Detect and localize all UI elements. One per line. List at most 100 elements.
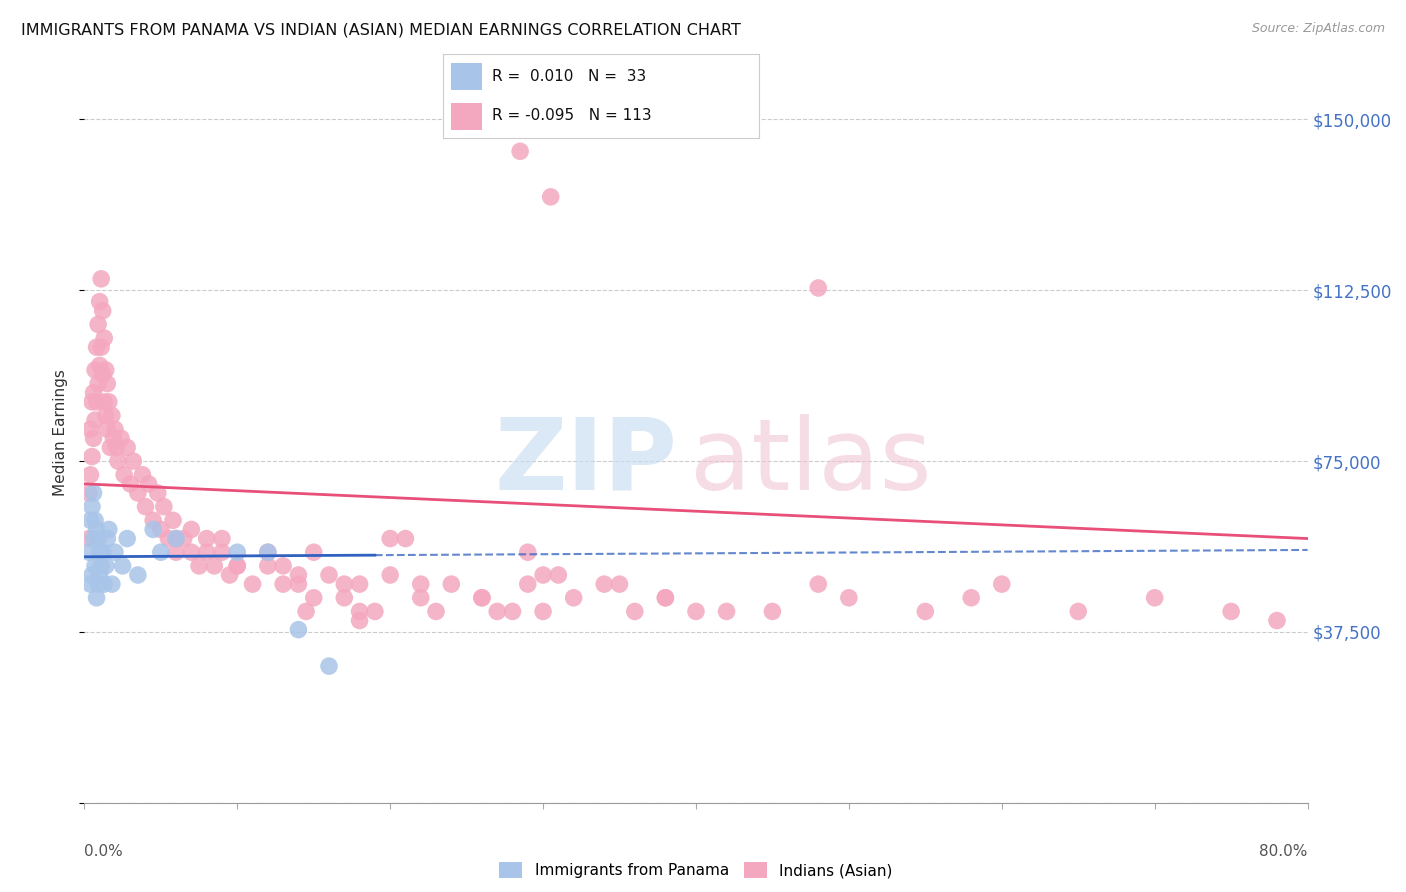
Point [79, 467, 101, 482]
Point [271, 577, 294, 591]
Point [149, 545, 172, 559]
Point [157, 532, 180, 546]
Point [226, 558, 249, 573]
Point [609, 577, 631, 591]
Point [138, 476, 160, 491]
Point [562, 591, 585, 605]
Point [349, 604, 371, 618]
Point [226, 558, 249, 573]
Point [226, 545, 249, 559]
Point [287, 568, 309, 582]
Point [180, 545, 202, 559]
Point [90, 272, 112, 286]
Point [716, 604, 738, 618]
Point [165, 545, 187, 559]
Point [93, 331, 115, 345]
Point [624, 604, 647, 618]
Point [440, 577, 463, 591]
Point [173, 532, 195, 546]
Point [380, 568, 402, 582]
Point [165, 532, 187, 546]
Point [127, 568, 149, 582]
Point [84, 413, 107, 427]
Point [1220, 604, 1243, 618]
Point [103, 431, 125, 445]
Point [807, 281, 830, 295]
Point [333, 591, 356, 605]
Point [409, 591, 432, 605]
Point [142, 513, 165, 527]
Point [84, 513, 107, 527]
Point [218, 568, 240, 582]
Point [807, 577, 830, 591]
Point [142, 523, 165, 537]
Point [89, 568, 111, 582]
Point [991, 577, 1014, 591]
Text: Source: ZipAtlas.com: Source: ZipAtlas.com [1251, 22, 1385, 36]
Point [302, 591, 325, 605]
Point [115, 532, 138, 546]
Point [409, 577, 432, 591]
Point [84, 363, 107, 377]
Text: 0.0%: 0.0% [84, 844, 124, 858]
Point [202, 558, 225, 573]
Point [94, 363, 117, 377]
Point [77, 532, 100, 546]
Point [349, 614, 371, 628]
Point [1265, 614, 1288, 628]
Point [593, 577, 616, 591]
Point [94, 558, 117, 573]
Point [471, 591, 494, 605]
Point [93, 577, 115, 591]
Point [80, 568, 103, 582]
Point [654, 591, 676, 605]
Point [302, 545, 325, 559]
Point [516, 577, 538, 591]
Point [271, 558, 294, 573]
Point [257, 558, 280, 573]
Point [295, 604, 318, 618]
Point [87, 532, 110, 546]
Point [394, 532, 416, 546]
Point [195, 545, 218, 559]
Point [318, 568, 340, 582]
Point [83, 486, 105, 500]
Point [111, 558, 134, 573]
Point [96, 532, 118, 546]
Point [471, 591, 494, 605]
Point [120, 476, 142, 491]
Point [122, 454, 145, 468]
Point [761, 604, 783, 618]
Point [531, 604, 554, 618]
Point [89, 359, 111, 373]
Point [83, 532, 105, 546]
Point [101, 409, 124, 423]
Point [86, 340, 108, 354]
Point [211, 532, 233, 546]
Point [914, 604, 936, 618]
Point [83, 385, 105, 400]
Point [97, 523, 120, 537]
Point [98, 441, 121, 455]
Point [84, 558, 107, 573]
Text: ZIP: ZIP [495, 414, 678, 511]
Point [87, 376, 110, 391]
Point [349, 577, 371, 591]
Point [131, 467, 153, 482]
Point [110, 431, 132, 445]
Point [654, 591, 676, 605]
Point [90, 340, 112, 354]
Point [89, 294, 111, 309]
Point [547, 568, 569, 582]
Point [531, 568, 554, 582]
Point [104, 422, 127, 436]
Point [153, 500, 176, 514]
Point [509, 145, 531, 159]
Point [502, 604, 524, 618]
Point [80, 395, 103, 409]
Point [80, 450, 103, 464]
Point [112, 467, 135, 482]
Point [486, 604, 509, 618]
Point [90, 558, 112, 573]
Point [188, 558, 211, 573]
